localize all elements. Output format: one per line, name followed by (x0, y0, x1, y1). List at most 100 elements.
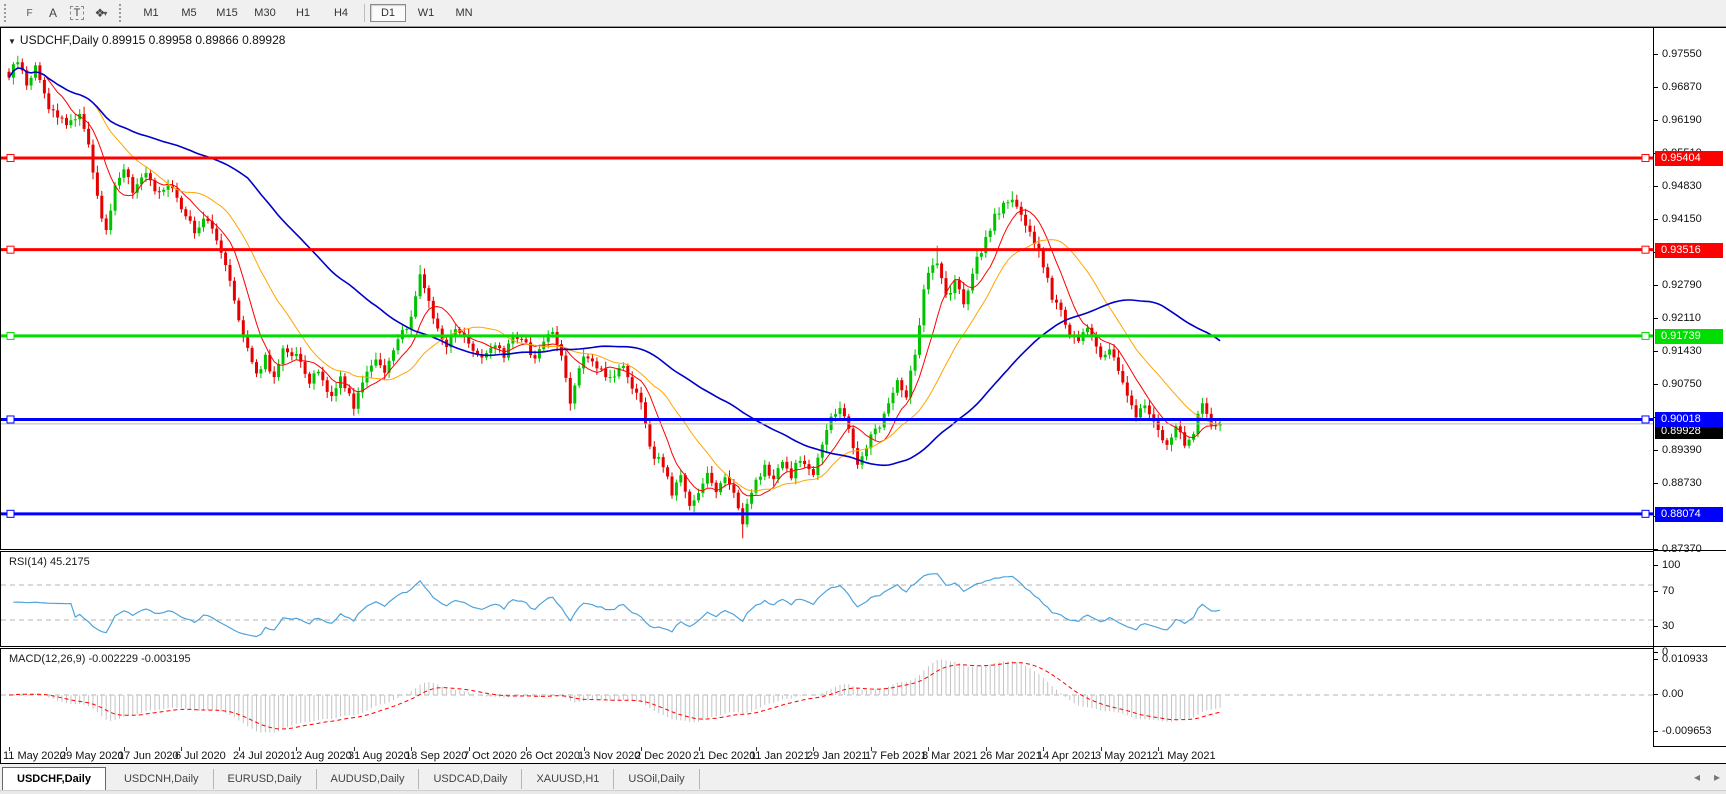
level-line-handle[interactable] (6, 509, 15, 518)
chart-title-caret-icon[interactable]: ▼ (8, 37, 16, 46)
date-tick-label: 11 May 2020 (3, 750, 66, 762)
rsi-indicator-pane[interactable]: RSI(14) 45.2175 (0, 551, 1654, 647)
level-line-handle[interactable] (1641, 154, 1650, 163)
price-tick-label: 0.87370 (1662, 543, 1702, 555)
chart-tab-audusd-daily[interactable]: AUDUSD,Daily (317, 769, 420, 789)
date-tick-mark (1101, 747, 1102, 751)
timeframe-m30-button[interactable]: M30 (254, 7, 276, 19)
price-chart-pane[interactable] (0, 28, 1654, 550)
level-line-handle[interactable] (6, 331, 15, 340)
date-tick-label: 29 Jan 2021 (807, 750, 868, 762)
chart-tab-usdchf-daily[interactable]: USDCHF,Daily (2, 767, 106, 791)
date-tick-mark (871, 747, 872, 751)
date-tick-label: 24 Jul 2020 (233, 750, 290, 762)
level-line-handle[interactable] (1641, 245, 1650, 254)
date-tick-mark (641, 747, 642, 751)
date-tick-mark (584, 747, 585, 751)
chart-tab-usoil-daily[interactable]: USOil,Daily (614, 769, 700, 789)
top-toolbar: F A T ❖ ▾ M1 M5 M15 M30 H1 H4 D1 W1 MN (0, 0, 1726, 27)
date-tick-mark (756, 747, 757, 751)
arrows-style-tool[interactable]: ❖ ▾ (94, 6, 108, 20)
up-candle-wicks (12, 55, 1221, 528)
price-tick-label: 0.88730 (1662, 477, 1702, 489)
tab-scroll-right-icon[interactable]: ▸ (1713, 770, 1720, 784)
price-tick-label: 0.94830 (1662, 180, 1702, 192)
timeframe-m5-button[interactable]: M5 (181, 7, 197, 19)
date-tick-mark (986, 747, 987, 751)
moving-average-55-line[interactable] (8, 67, 1221, 467)
level-line-handle[interactable] (1641, 331, 1650, 340)
price-tick-mark (1654, 186, 1658, 187)
timeframe-h4-button[interactable]: H4 (333, 7, 349, 19)
price-tick-label: 0.97550 (1662, 48, 1702, 60)
chart-tab-xauusd-h1[interactable]: XAUUSD,H1 (522, 769, 615, 789)
down-candle-bodies (7, 62, 1218, 525)
timeframes-toolbar: M1 M5 M15 M30 H1 H4 D1 W1 MN (132, 4, 483, 22)
rsi-tick-mark (1654, 652, 1658, 654)
level-line-handle[interactable] (6, 154, 15, 163)
price-tick-mark (1654, 285, 1658, 286)
date-tick-label: 2 Dec 2020 (635, 750, 692, 762)
date-tick-mark (181, 747, 182, 751)
level-price-label: 0.93516 (1655, 243, 1723, 258)
date-tick-label: 18 Sep 2020 (405, 750, 468, 762)
timeframe-mn-button[interactable]: MN (455, 7, 473, 19)
level-line-handle[interactable] (6, 415, 15, 424)
pane-separator (1654, 550, 1726, 551)
price-tick-label: 0.89390 (1662, 444, 1702, 456)
moving-average-8-line[interactable] (8, 67, 1221, 497)
macd-tick-label: -0.009653 (1662, 724, 1712, 737)
date-tick-label: 31 Aug 2020 (348, 750, 410, 762)
level-line-handle[interactable] (1641, 509, 1650, 518)
date-tick-mark (124, 747, 125, 751)
toolbar-grip[interactable] (119, 4, 126, 22)
date-tick-mark (354, 747, 355, 751)
date-tick-mark (9, 747, 10, 751)
level-price-label: 0.90018 (1655, 412, 1723, 427)
moving-average-20-line[interactable] (8, 67, 1221, 492)
price-tick-mark (1654, 87, 1658, 88)
macd-tick-mark (1654, 659, 1658, 660)
price-tick-label: 0.92790 (1662, 279, 1702, 291)
status-strip (0, 790, 1726, 794)
date-tick-mark (66, 747, 67, 751)
chart-tab-eurusd-daily[interactable]: EURUSD,Daily (214, 769, 317, 789)
date-axis[interactable]: 11 May 2020 29 May 2020 17 Jun 2020 6 Jul 2… (0, 747, 1654, 763)
level-line-handle[interactable] (1641, 415, 1650, 424)
chart-tab-usdcad-daily[interactable]: USDCAD,Daily (419, 769, 523, 789)
text-tool[interactable]: A (48, 6, 57, 20)
date-tick-label: 7 Oct 2020 (463, 750, 517, 762)
chart-tab-bar: USDCHF,Daily USDCNH,Daily EURUSD,Daily AUDU… (0, 763, 1726, 791)
level-price-label: 0.88074 (1655, 507, 1723, 522)
date-tick-mark (1043, 747, 1044, 751)
date-tick-mark (296, 747, 297, 751)
rsi-tick-mark (1654, 564, 1658, 566)
date-tick-mark (526, 747, 527, 751)
price-axis[interactable]: 0.975500.968700.961900.955100.948300.941… (1653, 28, 1726, 747)
timeframe-m1-button[interactable]: M1 (143, 7, 159, 19)
price-tick-mark (1654, 351, 1658, 352)
macd-indicator-pane[interactable]: MACD(12,26,9) -0.002229 -0.003195 (0, 648, 1654, 748)
tab-scroll-left-icon[interactable]: ◂ (1693, 770, 1700, 784)
date-tick-mark (1158, 747, 1159, 751)
arrows-dropdown-caret-icon[interactable]: ▾ (103, 8, 108, 18)
macd-signal-line (8, 662, 1221, 730)
fibonacci-retracement-tool[interactable]: F (26, 7, 32, 19)
chart-tab-usdcnh-daily[interactable]: USDCNH,Daily (110, 769, 214, 789)
rsi-tick-label: 70 (1662, 585, 1675, 597)
date-tick-label: 26 Mar 2021 (980, 750, 1042, 762)
price-tick-mark (1654, 120, 1658, 121)
date-tick-mark (469, 747, 470, 751)
toolbar-grip[interactable] (4, 4, 11, 22)
date-tick-label: 11 Jan 2021 (750, 750, 810, 762)
level-line-handle[interactable] (6, 245, 15, 254)
timeframe-h1-button[interactable]: H1 (295, 7, 311, 19)
chart-window-border (0, 27, 1726, 28)
text-label-tool[interactable]: T (65, 3, 89, 23)
chart-title-text: USDCHF,Daily 0.89915 0.89958 0.89866 0.8… (19, 33, 286, 47)
timeframe-d1-button[interactable]: D1 (370, 4, 406, 22)
date-tick-label: 6 Jul 2020 (175, 750, 226, 762)
price-tick-mark (1654, 219, 1658, 220)
timeframe-m15-button[interactable]: M15 (216, 7, 238, 19)
timeframe-w1-button[interactable]: W1 (417, 7, 435, 19)
